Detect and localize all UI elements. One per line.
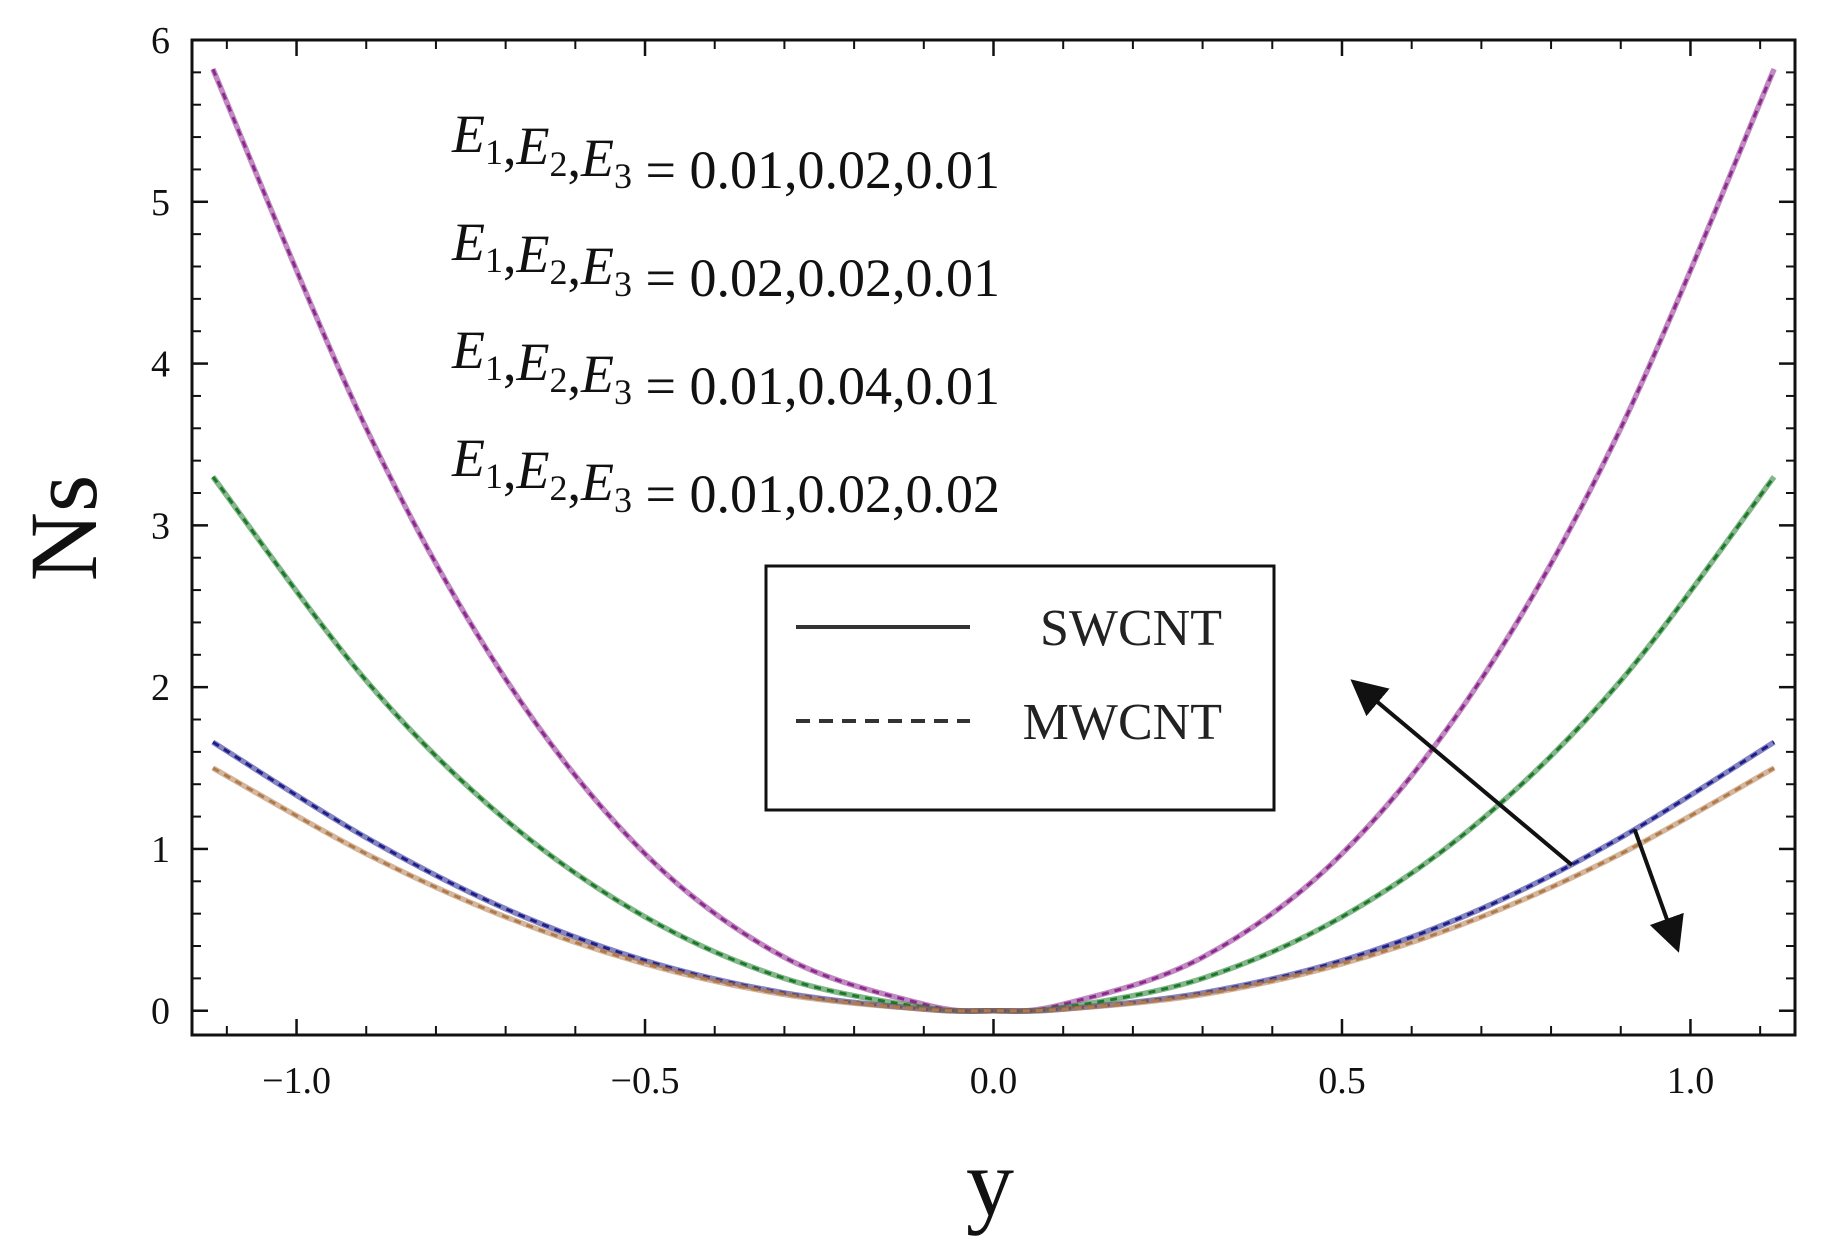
series-4-swcnt-line (211, 765, 1776, 1014)
series-2-mwcnt-line (211, 475, 1776, 1013)
legend: SWCNT MWCNT (764, 564, 1276, 812)
legend-label-swcnt: SWCNT (1040, 600, 1222, 657)
parameter-annotation: E1,E2,E3 = 0.01,0.04,0.01 (451, 320, 1000, 416)
legend-label-mwcnt: MWCNT (1023, 694, 1222, 751)
y-tick-label: 4 (151, 344, 170, 386)
parameter-annotation: E1,E2,E3 = 0.02,0.02,0.01 (451, 212, 1000, 308)
parameter-annotation: E1,E2,E3 = 0.01,0.02,0.02 (451, 428, 1000, 524)
x-axis-label: y (966, 1129, 1014, 1236)
y-axis-label: Ns (10, 475, 117, 582)
x-tick-label: −0.5 (611, 1060, 680, 1102)
series-1-mwcnt-line (211, 68, 1776, 1013)
annotation-block: E1,E2,E3 = 0.01,0.02,0.01 E1,E2,E3 = 0.02… (451, 104, 1000, 524)
axis-ticks: −1.0 −0.5 0.0 0.5 1.0 0 1 2 3 4 5 6 (151, 20, 1795, 1102)
parameter-annotation: E1,E2,E3 = 0.01,0.02,0.01 (451, 104, 1000, 200)
y-tick-label: 2 (151, 667, 170, 709)
x-tick-label: 0.5 (1318, 1060, 1366, 1102)
trend-arrow-1 (1350, 679, 1574, 867)
x-tick-label: 1.0 (1667, 1060, 1715, 1102)
y-tick-label: 3 (151, 505, 170, 547)
trend-arrow-2 (1632, 828, 1684, 953)
y-tick-label: 6 (151, 20, 170, 62)
series-layer (210, 68, 1777, 1014)
x-tick-label: −1.0 (262, 1060, 331, 1102)
y-tick-label: 0 (151, 991, 170, 1033)
series-1-swcnt-line (210, 68, 1777, 1014)
y-tick-label: 5 (151, 182, 170, 224)
x-tick-label: 0.0 (970, 1060, 1018, 1102)
arrow-layer (1350, 679, 1684, 953)
y-tick-label: 1 (151, 829, 170, 871)
series-3-mwcnt-line (212, 740, 1775, 1013)
legend-box (764, 564, 1276, 812)
